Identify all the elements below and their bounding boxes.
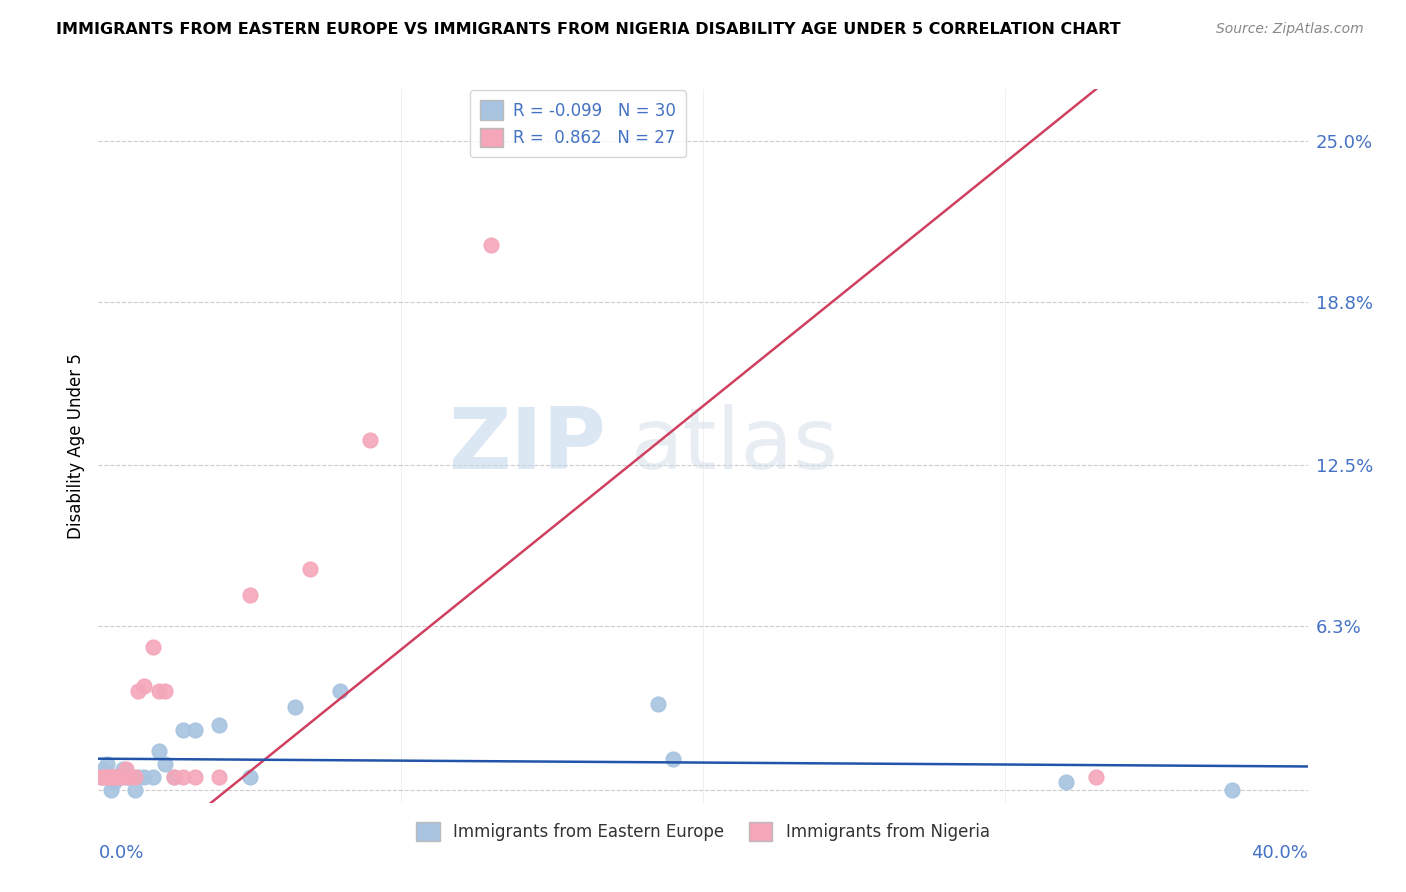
Point bbox=[103, 775, 125, 789]
Point bbox=[93, 770, 115, 784]
Text: 40.0%: 40.0% bbox=[1251, 845, 1308, 863]
Text: atlas: atlas bbox=[630, 404, 838, 488]
Point bbox=[1054, 775, 1077, 789]
Point bbox=[108, 770, 131, 784]
Point bbox=[105, 770, 128, 784]
Point bbox=[184, 723, 207, 738]
Point bbox=[360, 433, 382, 447]
Point bbox=[103, 770, 125, 784]
Point bbox=[208, 770, 231, 784]
Point bbox=[100, 770, 122, 784]
Point bbox=[1220, 782, 1243, 797]
Point bbox=[329, 684, 352, 698]
Point bbox=[481, 238, 503, 252]
Point bbox=[108, 770, 131, 784]
Point bbox=[299, 562, 322, 576]
Point bbox=[96, 770, 118, 784]
Point bbox=[132, 770, 155, 784]
Text: IMMIGRANTS FROM EASTERN EUROPE VS IMMIGRANTS FROM NIGERIA DISABILITY AGE UNDER 5: IMMIGRANTS FROM EASTERN EUROPE VS IMMIGR… bbox=[56, 22, 1121, 37]
Point bbox=[661, 752, 683, 766]
Text: Source: ZipAtlas.com: Source: ZipAtlas.com bbox=[1216, 22, 1364, 37]
Point bbox=[172, 770, 194, 784]
Point bbox=[114, 762, 136, 776]
Point bbox=[163, 770, 186, 784]
Point bbox=[100, 782, 122, 797]
Point bbox=[142, 770, 165, 784]
Text: ZIP: ZIP bbox=[449, 404, 606, 488]
Point bbox=[148, 744, 170, 758]
Text: 0.0%: 0.0% bbox=[98, 845, 143, 863]
Point bbox=[118, 770, 141, 784]
Point bbox=[148, 684, 170, 698]
Point bbox=[111, 762, 134, 776]
Point bbox=[163, 770, 186, 784]
Point bbox=[103, 770, 125, 784]
Point bbox=[100, 770, 122, 784]
Point bbox=[1085, 770, 1108, 784]
Point bbox=[184, 770, 207, 784]
Y-axis label: Disability Age Under 5: Disability Age Under 5 bbox=[66, 353, 84, 539]
Point bbox=[153, 684, 176, 698]
Point bbox=[127, 684, 149, 698]
Point bbox=[118, 770, 141, 784]
Point bbox=[239, 770, 262, 784]
Point bbox=[90, 770, 112, 784]
Point bbox=[124, 770, 146, 784]
Point bbox=[208, 718, 231, 732]
Point bbox=[284, 699, 307, 714]
Point bbox=[153, 756, 176, 771]
Point bbox=[111, 770, 134, 784]
Point bbox=[127, 770, 149, 784]
Point bbox=[90, 770, 112, 784]
Point bbox=[100, 770, 122, 784]
Point bbox=[172, 723, 194, 738]
Point bbox=[142, 640, 165, 654]
Legend: Immigrants from Eastern Europe, Immigrants from Nigeria: Immigrants from Eastern Europe, Immigran… bbox=[409, 815, 997, 848]
Point bbox=[93, 762, 115, 776]
Point bbox=[103, 770, 125, 784]
Point bbox=[96, 770, 118, 784]
Point bbox=[96, 756, 118, 771]
Point bbox=[124, 782, 146, 797]
Point bbox=[132, 679, 155, 693]
Point bbox=[647, 697, 669, 711]
Point bbox=[105, 770, 128, 784]
Point bbox=[239, 588, 262, 602]
Point bbox=[114, 770, 136, 784]
